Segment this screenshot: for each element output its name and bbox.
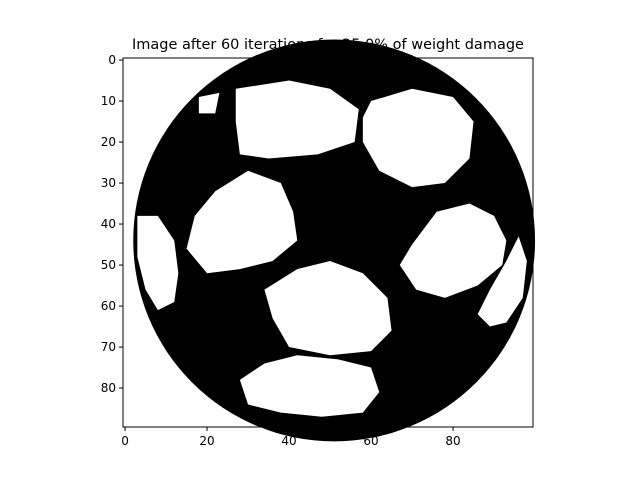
y-tick-label: 20 (101, 135, 116, 149)
x-axis-ticks: 0 20 40 60 80 (121, 427, 461, 448)
x-tick-label: 0 (121, 434, 129, 448)
y-tick-label: 40 (101, 217, 116, 231)
x-tick-label: 20 (199, 434, 214, 448)
axes-frame (122, 57, 534, 428)
white-patch-7 (137, 215, 179, 311)
x-tick-label: 80 (445, 434, 460, 448)
y-tick-label: 0 (108, 53, 116, 67)
white-patch-3 (186, 170, 298, 274)
white-patch-4 (399, 203, 507, 298)
white-patch-1 (235, 80, 359, 159)
white-patch-5 (264, 260, 392, 356)
soccer-ball-image (123, 39, 536, 442)
x-tick-label: 60 (363, 434, 378, 448)
white-patches (137, 80, 527, 417)
y-tick-label: 60 (101, 299, 116, 313)
y-tick-label: 10 (101, 94, 116, 108)
x-tick-label: 40 (281, 434, 296, 448)
white-patch-9 (198, 92, 220, 114)
white-patch-6 (239, 355, 380, 417)
y-tick-label: 70 (101, 340, 116, 354)
y-tick-label: 30 (101, 176, 116, 190)
y-axis-ticks: 0 10 20 30 40 50 60 70 80 (101, 53, 123, 395)
white-patch-2 (362, 88, 474, 188)
y-tick-label: 80 (101, 381, 116, 395)
white-patch-8 (477, 236, 527, 327)
y-tick-label: 50 (101, 258, 116, 272)
